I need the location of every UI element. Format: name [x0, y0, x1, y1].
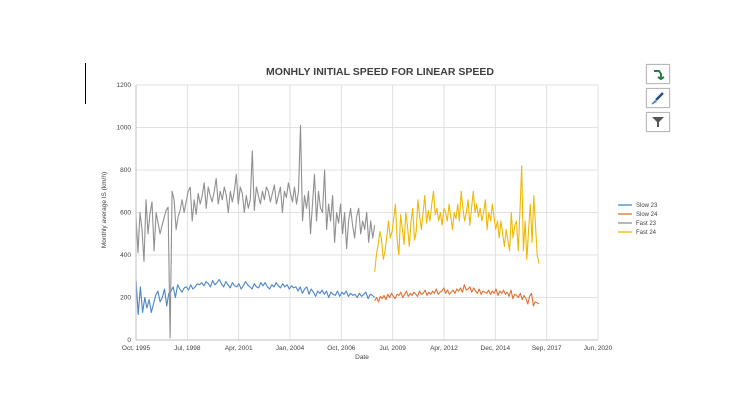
- series-line-slow-24: [374, 284, 540, 307]
- x-tick-label: Apr, 2001: [225, 345, 253, 352]
- y-tick-label: 400: [120, 252, 131, 259]
- series-line-fast-23: [135, 124, 376, 339]
- chart-title: MONHLY INITIAL SPEED FOR LINEAR SPEED: [266, 66, 494, 78]
- series-line-slow-23: [135, 278, 376, 316]
- legend-entry: Slow 24: [636, 212, 658, 218]
- axes: 0 200 400 600 800 1000 1200 Oct, 1995 Jul, 1998 A…: [117, 82, 613, 352]
- x-tick-label: Jun, 2020: [584, 345, 613, 352]
- legend-entry: Fast 23: [636, 221, 657, 227]
- chart-styles-button[interactable]: [646, 88, 670, 108]
- left-edge-marker: [85, 63, 86, 104]
- series-lines: [135, 124, 540, 339]
- x-tick-label: Dec, 2014: [481, 345, 511, 352]
- y-tick-label: 800: [120, 167, 131, 174]
- x-tick-label: Sep, 2017: [532, 345, 562, 352]
- chart-elements-icon: [654, 70, 665, 81]
- y-tick-label: 600: [120, 210, 131, 217]
- y-tick-label: 0: [127, 337, 131, 344]
- x-tick-label: Oct, 1995: [122, 345, 151, 352]
- legend-entry: Fast 24: [636, 230, 657, 236]
- chart-elements-button[interactable]: [646, 64, 670, 84]
- x-tick-label: Jul, 2009: [379, 345, 406, 352]
- x-axis-label: Date: [355, 354, 369, 361]
- grid: [136, 84, 599, 340]
- y-tick-label: 1200: [117, 82, 132, 89]
- chart-styles-icon: [651, 92, 664, 105]
- y-tick-label: 200: [120, 295, 131, 302]
- y-tick-label: 1000: [117, 125, 132, 132]
- series-line-fast-24: [374, 165, 540, 273]
- chart-filters-icon: [652, 117, 664, 127]
- chart-filters-button[interactable]: [646, 112, 670, 132]
- x-tick-label: Apr, 2012: [430, 345, 458, 352]
- x-tick-label: Oct, 2006: [327, 345, 356, 352]
- x-tick-label: Jan, 2004: [276, 345, 305, 352]
- legend-entry: Slow 23: [636, 203, 658, 209]
- x-tick-label: Jul, 1998: [174, 345, 201, 352]
- y-axis-label: Monthly average IS (km/h): [101, 172, 108, 248]
- legend: Slow 23 Slow 24 Fast 23 Fast 24: [618, 203, 658, 236]
